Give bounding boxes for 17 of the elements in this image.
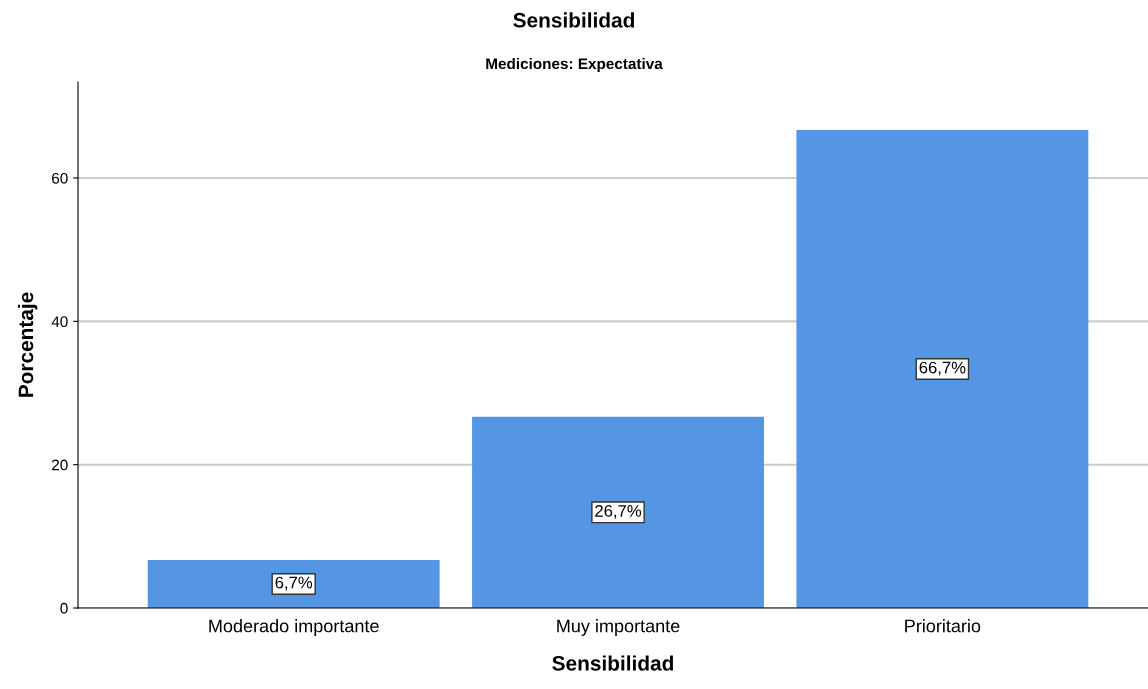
y-tick-label: 60 (52, 172, 68, 184)
bar (472, 416, 764, 608)
x-tick-label: Prioritario (905, 619, 981, 633)
y-tick-label: 0 (60, 602, 68, 614)
x-tick-label: Moderado importante (209, 619, 379, 636)
x-tick-label: Muy importante (557, 619, 680, 636)
bar (796, 130, 1089, 608)
chart-subtitle: Mediciones: Expectativa (486, 57, 663, 73)
y-tick-label: 40 (51, 316, 68, 328)
bar (147, 559, 440, 608)
y-tick-label: 20 (52, 459, 68, 471)
data-label: 26,7% (595, 505, 642, 519)
data-label: 66,7% (919, 361, 966, 376)
x-axis-title: Sensibilidad (552, 655, 673, 671)
y-axis-title: Porcentaje (17, 292, 38, 397)
data-label: 6,7% (275, 576, 313, 591)
chart-title: Sensibilidad (513, 12, 634, 28)
